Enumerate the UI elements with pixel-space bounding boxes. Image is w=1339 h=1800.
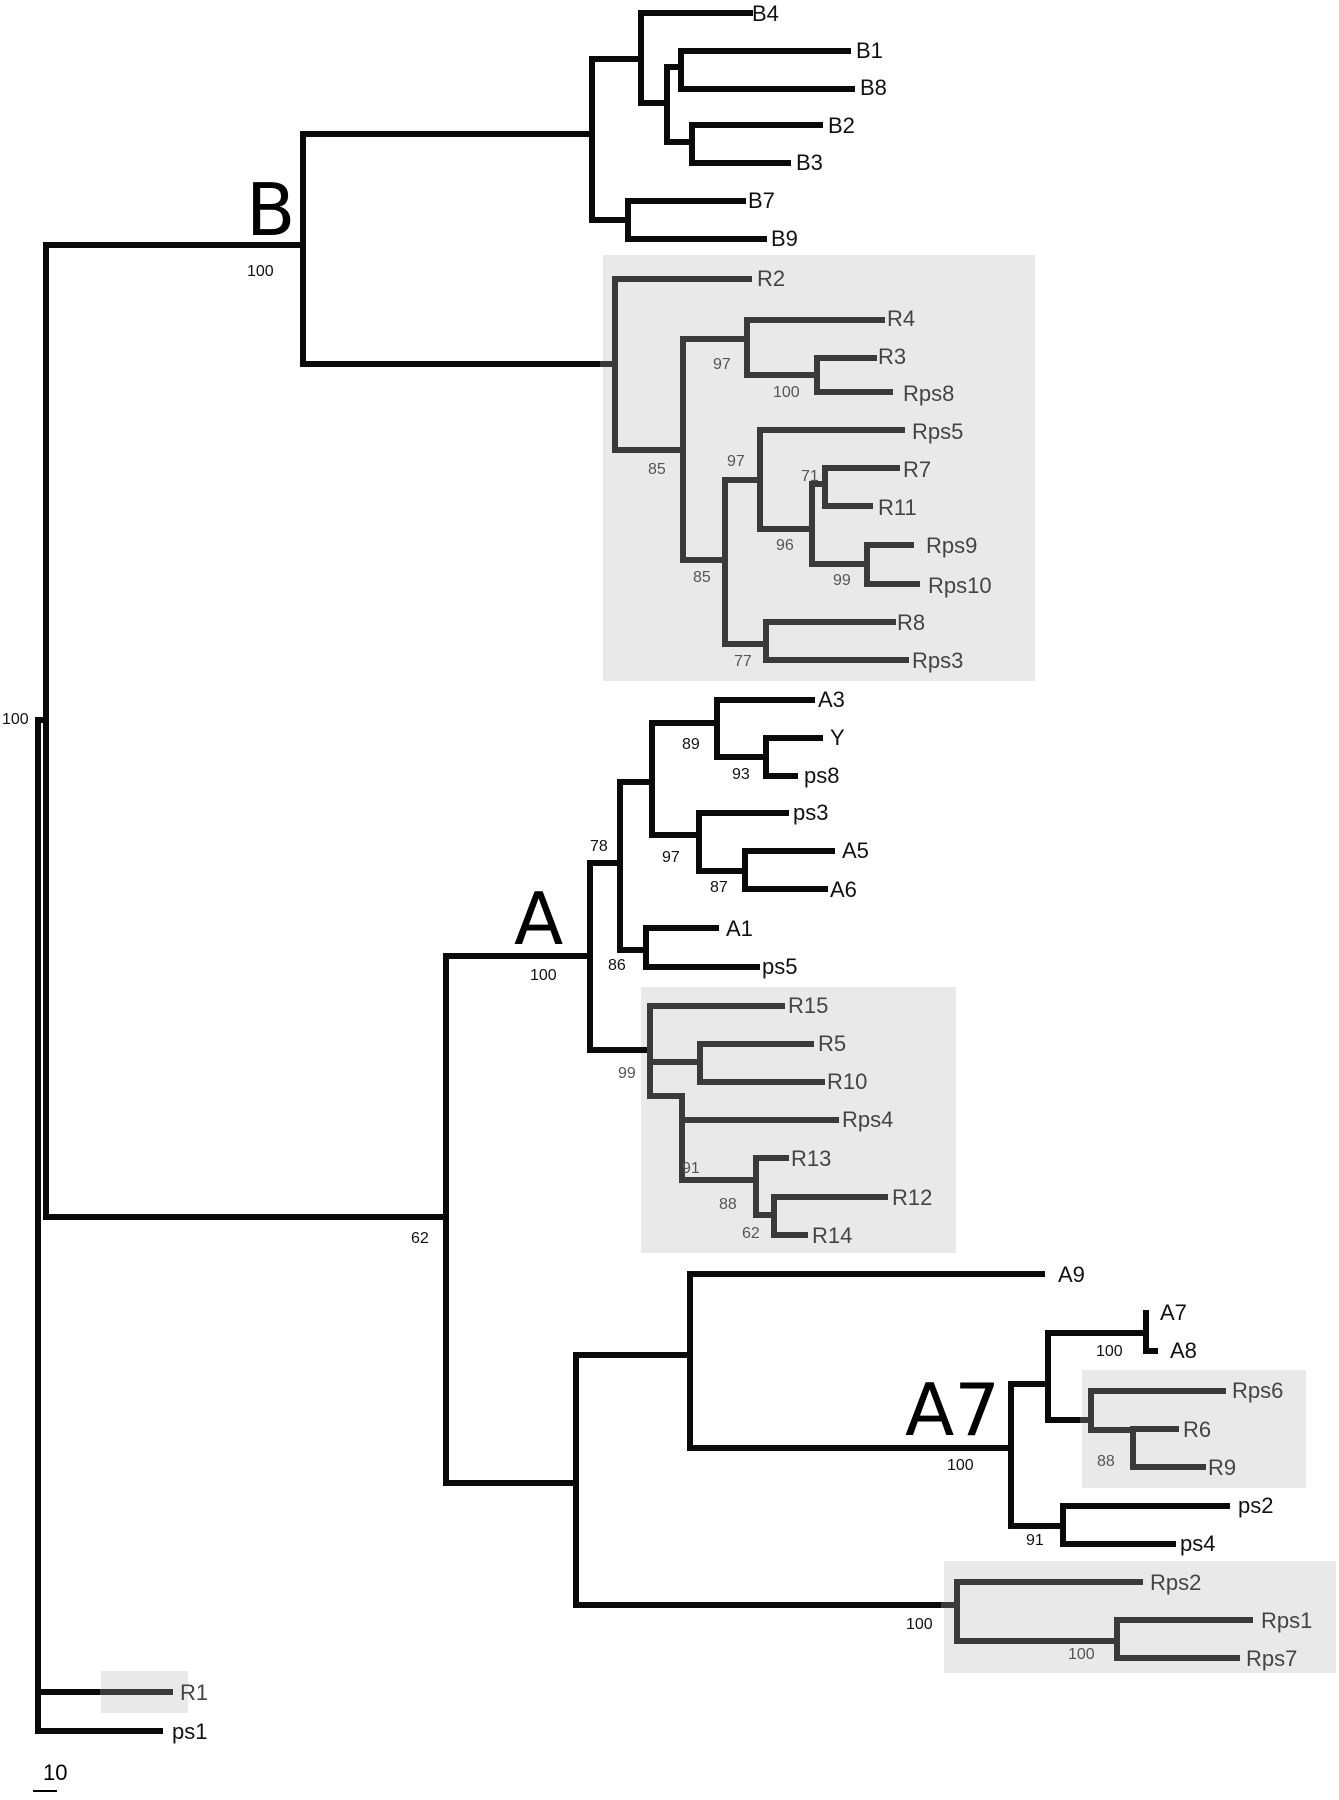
leaf-rps1: Rps1 (1261, 1608, 1312, 1633)
leaf-rps5: Rps5 (912, 419, 963, 444)
leaf-b7: B7 (748, 188, 775, 213)
bootstrap-clade-a7: 100 (947, 1457, 974, 1474)
leaf-b9: B9 (771, 226, 798, 251)
leaf-r12: R12 (892, 1185, 932, 1210)
bootstrap-rps9-rps10: 99 (833, 572, 851, 589)
leaf-b1: B1 (856, 38, 883, 63)
leaf-ps2: ps2 (1238, 1493, 1273, 1518)
leaf-b3: B3 (796, 150, 823, 175)
bootstrap-root: 100 (2, 711, 29, 728)
leaf-r2: R2 (757, 266, 785, 291)
bootstrap-r6-r9: 88 (1097, 1453, 1115, 1470)
leaf-r7: R7 (903, 457, 931, 482)
bootstrap-rps4-group: 91 (682, 1160, 700, 1177)
leaf-ps4: ps4 (1180, 1531, 1215, 1556)
bootstrap-r7-group: 96 (776, 537, 794, 554)
leaf-ps1: ps1 (172, 1719, 207, 1744)
leaf-y: Y (830, 725, 845, 750)
bootstrap-values: 100 100 97 100 85 97 71 96 85 99 77 89 9… (2, 263, 1123, 1663)
bootstrap-r15-group: 99 (618, 1065, 636, 1082)
tree-branches (35, 10, 1253, 1734)
leaf-r14: R14 (812, 1223, 852, 1248)
clade-label-a: A (514, 877, 563, 961)
bootstrap-clade-b: 100 (247, 263, 274, 280)
leaf-r13: R13 (791, 1146, 831, 1171)
bootstrap-r-top: 97 (713, 356, 731, 373)
bootstrap-r12-r14: 62 (742, 1225, 760, 1242)
leaf-a7: A7 (1160, 1300, 1187, 1325)
leaf-b8: B8 (860, 75, 887, 100)
clade-label-b: B (246, 168, 295, 252)
leaf-a5: A5 (842, 838, 869, 863)
bootstrap-a-lower: 62 (411, 1230, 429, 1247)
scale-bar-label: 10 (43, 1760, 67, 1785)
leaf-r3: R3 (878, 344, 906, 369)
leaf-rps7: Rps7 (1246, 1646, 1297, 1671)
leaf-r9: R9 (1208, 1455, 1236, 1480)
bootstrap-ps2-ps4: 91 (1026, 1532, 1044, 1549)
leaf-ps3: ps3 (793, 800, 828, 825)
bootstrap-ps3-group: 97 (662, 849, 680, 866)
leaf-a9: A9 (1058, 1262, 1085, 1287)
leaf-b2: B2 (828, 113, 855, 138)
bootstrap-a-inner: 78 (590, 838, 608, 855)
bootstrap-rps1-rps7: 100 (1068, 1646, 1095, 1663)
leaf-rps8: Rps8 (903, 381, 954, 406)
leaf-rps2: Rps2 (1150, 1570, 1201, 1595)
leaf-r6: R6 (1183, 1417, 1211, 1442)
leaf-a6: A6 (830, 877, 857, 902)
leaf-labels: B4 B1 B8 B2 B3 B7 B9 R2 R4 R3 Rps8 Rps5 … (172, 1, 1312, 1744)
bootstrap-y-ps8: 93 (732, 766, 750, 783)
leaf-b4: B4 (752, 1, 779, 26)
clade-label-a7: A7 (905, 1368, 1000, 1452)
bootstrap-a3-group: 89 (682, 736, 700, 753)
bootstrap-r7-r11: 71 (801, 468, 819, 485)
bootstrap-r8-rps3: 77 (734, 653, 752, 670)
bootstrap-r13-group: 88 (719, 1196, 737, 1213)
shade-box-r2-group (603, 255, 1035, 681)
leaf-r10: R10 (827, 1069, 867, 1094)
leaf-a8: A8 (1170, 1338, 1197, 1363)
bootstrap-a7-a8: 100 (1096, 1343, 1123, 1360)
leaf-rps10: Rps10 (928, 573, 992, 598)
bootstrap-clade-a: 100 (530, 967, 557, 984)
leaf-r1: R1 (180, 1680, 208, 1705)
leaf-rps4: Rps4 (842, 1107, 893, 1132)
leaf-a1: A1 (726, 916, 753, 941)
bootstrap-rps2-group: 100 (906, 1616, 933, 1633)
bootstrap-r-sub: 85 (693, 569, 711, 586)
bootstrap-a5-a6: 87 (710, 879, 728, 896)
leaf-r15: R15 (788, 993, 828, 1018)
bootstrap-rps5-group: 97 (727, 453, 745, 470)
leaf-rps6: Rps6 (1232, 1378, 1283, 1403)
bootstrap-a1-ps5: 86 (608, 957, 626, 974)
leaf-rps9: Rps9 (926, 533, 977, 558)
leaf-r11: R11 (878, 495, 917, 520)
leaf-r5: R5 (818, 1031, 846, 1056)
leaf-ps5: ps5 (762, 954, 797, 979)
bootstrap-r3-rps8: 100 (773, 384, 800, 401)
scale-bar: 10 (33, 1760, 67, 1792)
leaf-ps8: ps8 (804, 763, 839, 788)
bootstrap-r-group: 85 (648, 461, 666, 478)
leaf-r4: R4 (887, 306, 915, 331)
leaf-rps3: Rps3 (912, 648, 963, 673)
leaf-r8: R8 (897, 610, 925, 635)
leaf-a3: A3 (818, 687, 845, 712)
